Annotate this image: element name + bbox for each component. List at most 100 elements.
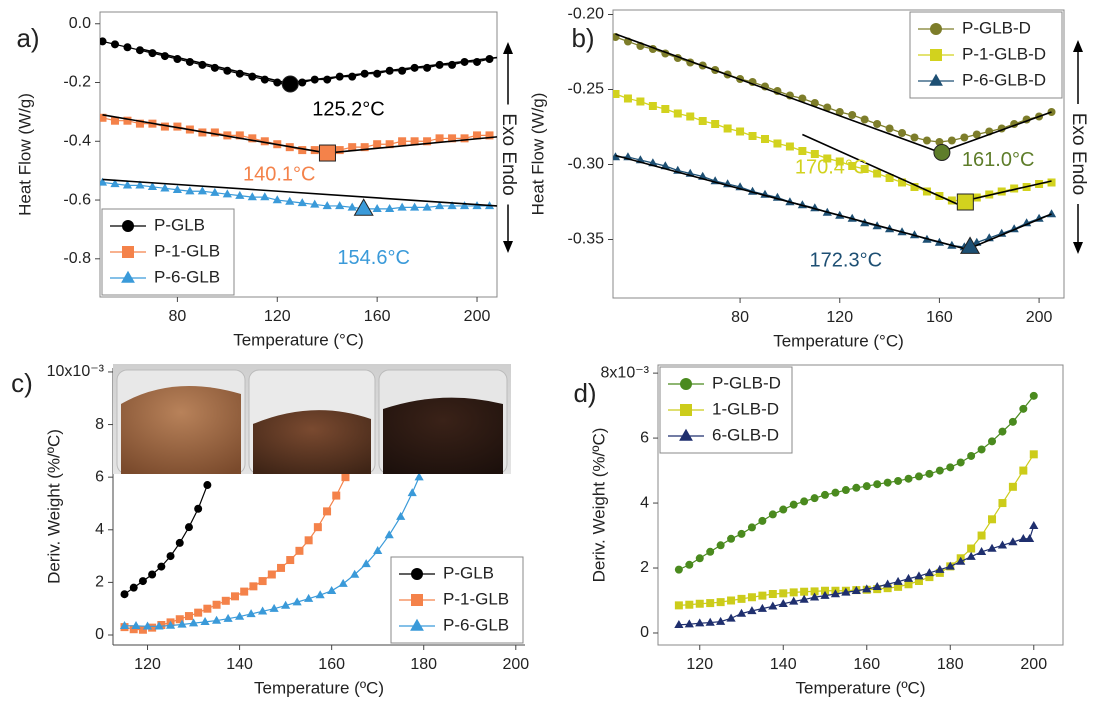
data-point: [748, 593, 756, 601]
data-point: [800, 588, 808, 596]
data-point: [967, 545, 975, 553]
legend-symbol: [411, 568, 423, 580]
data-point: [259, 577, 267, 585]
data-point: [790, 588, 798, 596]
side-label: Exo Endo: [498, 113, 519, 195]
onset-marker: [319, 145, 335, 161]
data-point: [157, 563, 165, 571]
photo-inset: [113, 364, 511, 474]
data-point: [769, 510, 777, 518]
data-point: [203, 605, 211, 613]
y-tick-label: 4: [95, 521, 104, 538]
data-point: [298, 146, 306, 154]
data-point: [852, 484, 860, 492]
data-point: [923, 137, 931, 145]
data-point: [1048, 179, 1056, 187]
powder: [121, 386, 241, 474]
onset-label: 125.2°C: [312, 98, 385, 120]
y-tick-label: -0.35: [568, 231, 605, 248]
data-point: [167, 552, 175, 560]
data-point: [748, 523, 756, 531]
data-point: [341, 473, 349, 481]
legend-label: P-1-GLB-D: [962, 44, 1046, 63]
x-tick-label: 160: [926, 309, 953, 326]
data-point: [863, 482, 871, 490]
data-point: [661, 105, 669, 113]
y-tick-label: 8: [95, 416, 104, 433]
data-point: [298, 79, 306, 87]
data-point: [948, 137, 956, 145]
data-point: [821, 491, 829, 499]
legend-symbol: [680, 378, 692, 390]
data-point: [884, 479, 892, 487]
fit-line: [969, 214, 1051, 249]
data-point: [811, 494, 819, 502]
data-point: [738, 530, 746, 538]
x-axis-label: Temperature (°C): [233, 330, 364, 349]
data-point: [373, 204, 382, 212]
legend-label: P-1-GLB: [154, 241, 220, 260]
x-tick-label: 140: [770, 656, 797, 673]
onset-marker: [934, 145, 950, 161]
data-point: [711, 120, 719, 128]
y-axis-label: Heat Flow (W/g): [528, 93, 547, 216]
data-point: [194, 505, 202, 513]
data-point: [915, 472, 923, 480]
arrow-head: [503, 241, 513, 253]
data-point: [758, 592, 766, 600]
data-point: [121, 590, 129, 598]
y-tick-label: -0.4: [63, 132, 91, 149]
arrow-head: [1073, 40, 1083, 52]
x-tick-label: 120: [686, 656, 713, 673]
y-tick-label: 2: [95, 574, 104, 591]
data-point: [1030, 450, 1038, 458]
data-point: [130, 584, 138, 592]
x-axis-label: Temperature (ºC): [254, 678, 384, 697]
data-point: [831, 489, 839, 497]
y-tick-label: 6: [95, 468, 104, 485]
x-tick-label: 80: [169, 308, 187, 325]
data-point: [724, 125, 732, 133]
data-point: [798, 147, 806, 155]
data-point: [148, 571, 156, 579]
data-point: [706, 599, 714, 607]
data-point: [323, 507, 331, 515]
data-point: [398, 137, 406, 145]
data-point: [738, 595, 746, 603]
data-point: [998, 499, 1006, 507]
side-label: Exo Endo: [1068, 113, 1089, 195]
powder: [253, 410, 371, 474]
data-point: [649, 102, 657, 110]
x-tick-label: 80: [731, 309, 749, 326]
chart: 0.0-0.2-0.4-0.6-0.880120160200Temperatur…: [0, 0, 1094, 719]
panel-label: b): [571, 23, 594, 53]
data-point: [696, 554, 704, 562]
legend-symbol: [411, 594, 423, 606]
data-point: [332, 492, 340, 500]
data-point: [761, 135, 769, 143]
data-point: [461, 134, 469, 142]
x-axis-label: Temperature (°C): [773, 331, 904, 350]
x-tick-label: 160: [364, 308, 391, 325]
data-point: [873, 170, 881, 178]
fit-line: [277, 58, 497, 84]
data-point: [1009, 483, 1017, 491]
data-point: [936, 467, 944, 475]
data-point: [385, 530, 394, 538]
data-point: [408, 488, 417, 496]
data-point: [736, 128, 744, 136]
data-point: [842, 486, 850, 494]
data-point: [773, 140, 781, 148]
y-tick-label: -0.25: [568, 81, 605, 98]
legend-label: 6-GLB-D: [712, 425, 779, 444]
data-point: [185, 612, 193, 620]
y-tick-label: -0.6: [63, 191, 91, 208]
x-tick-label: 160: [853, 656, 880, 673]
data-point: [222, 597, 230, 605]
data-point: [886, 125, 894, 133]
legend-symbol: [122, 246, 134, 258]
y-tick-label: 0: [640, 624, 649, 641]
data-point: [779, 506, 787, 514]
data-point: [685, 561, 693, 569]
legend-symbol: [930, 49, 942, 61]
